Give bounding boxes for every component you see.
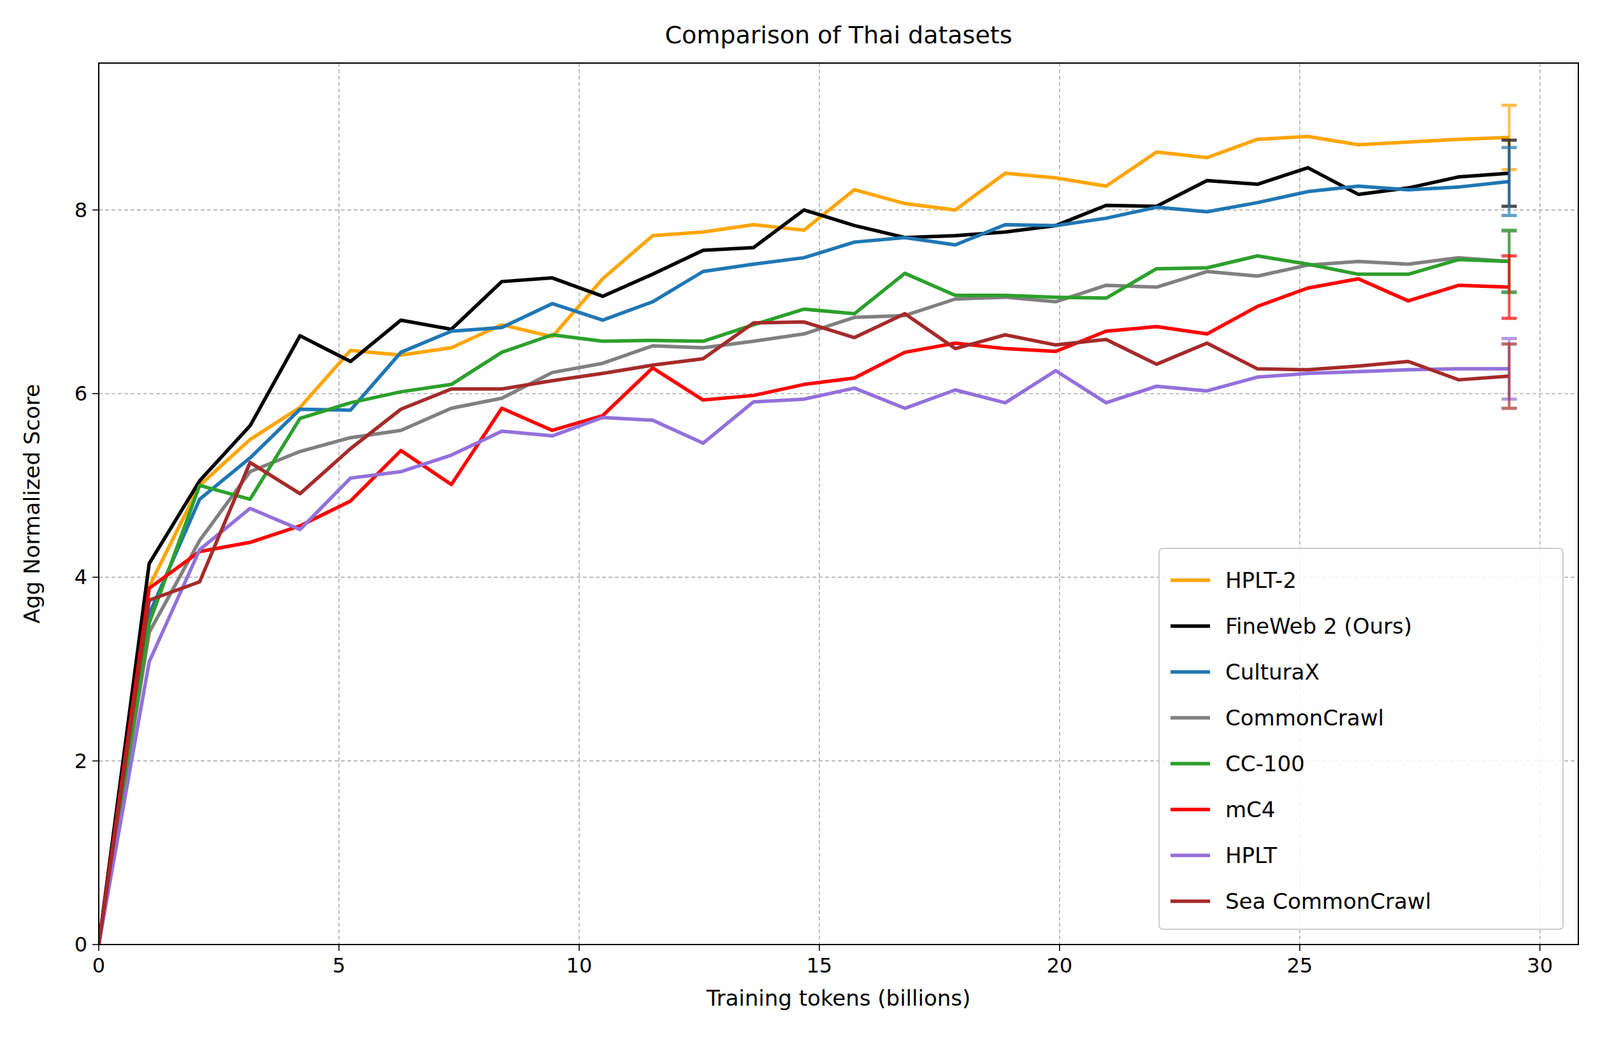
tick	[92, 944, 99, 946]
tick	[92, 209, 99, 211]
tick	[92, 577, 99, 579]
grid-line	[338, 63, 340, 945]
legend-swatch	[1170, 853, 1211, 858]
tick-label: 4	[74, 565, 88, 590]
legend-swatch	[1170, 624, 1211, 629]
tick-label: 10	[566, 953, 593, 979]
tick	[1059, 944, 1061, 952]
tick-label: 0	[92, 953, 106, 979]
tick-label: 15	[806, 953, 833, 979]
error-bar	[1501, 147, 1517, 217]
grid-line	[578, 63, 580, 945]
tick	[818, 944, 821, 952]
legend-swatch	[1170, 716, 1211, 721]
tick	[92, 393, 99, 395]
legend: HPLT-2 FineWeb 2 (Ours) CulturaX CommonCraw…	[1159, 548, 1564, 930]
grid-line	[98, 209, 1579, 211]
tick-label: 6	[74, 381, 88, 406]
background	[0, 0, 1600, 1056]
legend-swatch	[1170, 578, 1211, 583]
tick	[1299, 944, 1301, 952]
legend-label: HPLT	[1225, 843, 1277, 869]
tick	[98, 944, 100, 952]
tick-label: 5	[332, 953, 346, 979]
tick	[1539, 944, 1541, 952]
x-axis-label: Training tokens (billions)	[706, 985, 972, 1012]
error-bar	[1501, 256, 1517, 319]
tick-label: 20	[1046, 953, 1073, 979]
tick	[92, 760, 99, 763]
grid-line	[1059, 63, 1061, 945]
chart: Comparison of Thai datasets 0 5 10 15 20 25 30 0…	[0, 0, 1600, 1056]
legend-label: CC-100	[1225, 751, 1305, 777]
tick	[338, 944, 340, 952]
legend-swatch	[1170, 670, 1211, 675]
tick-label: 2	[74, 749, 88, 774]
grid-line	[818, 63, 821, 945]
title: Comparison of Thai datasets	[665, 21, 1013, 50]
legend-label: HPLT-2	[1225, 567, 1297, 594]
legend-label: Sea CommonCrawl	[1225, 888, 1432, 915]
legend-label: FineWeb 2 (Ours)	[1225, 613, 1413, 640]
tick-label: 0	[74, 932, 88, 958]
legend-label: mC4	[1225, 797, 1276, 823]
y-axis-label: Agg Normalized Score	[19, 384, 45, 624]
legend-label: CommonCrawl	[1225, 705, 1384, 731]
legend-swatch	[1170, 807, 1211, 812]
legend-swatch	[1170, 762, 1211, 766]
tick	[578, 944, 580, 952]
plot-frame	[98, 63, 1579, 945]
tick-label: 30	[1526, 953, 1553, 979]
grid	[98, 63, 1579, 945]
legend-label: CulturaX	[1225, 659, 1320, 685]
legend-box	[1159, 548, 1564, 930]
legend-swatch	[1170, 899, 1211, 904]
error-bar	[1501, 344, 1517, 409]
tick-label: 8	[74, 198, 88, 223]
tick-label: 25	[1286, 953, 1313, 979]
